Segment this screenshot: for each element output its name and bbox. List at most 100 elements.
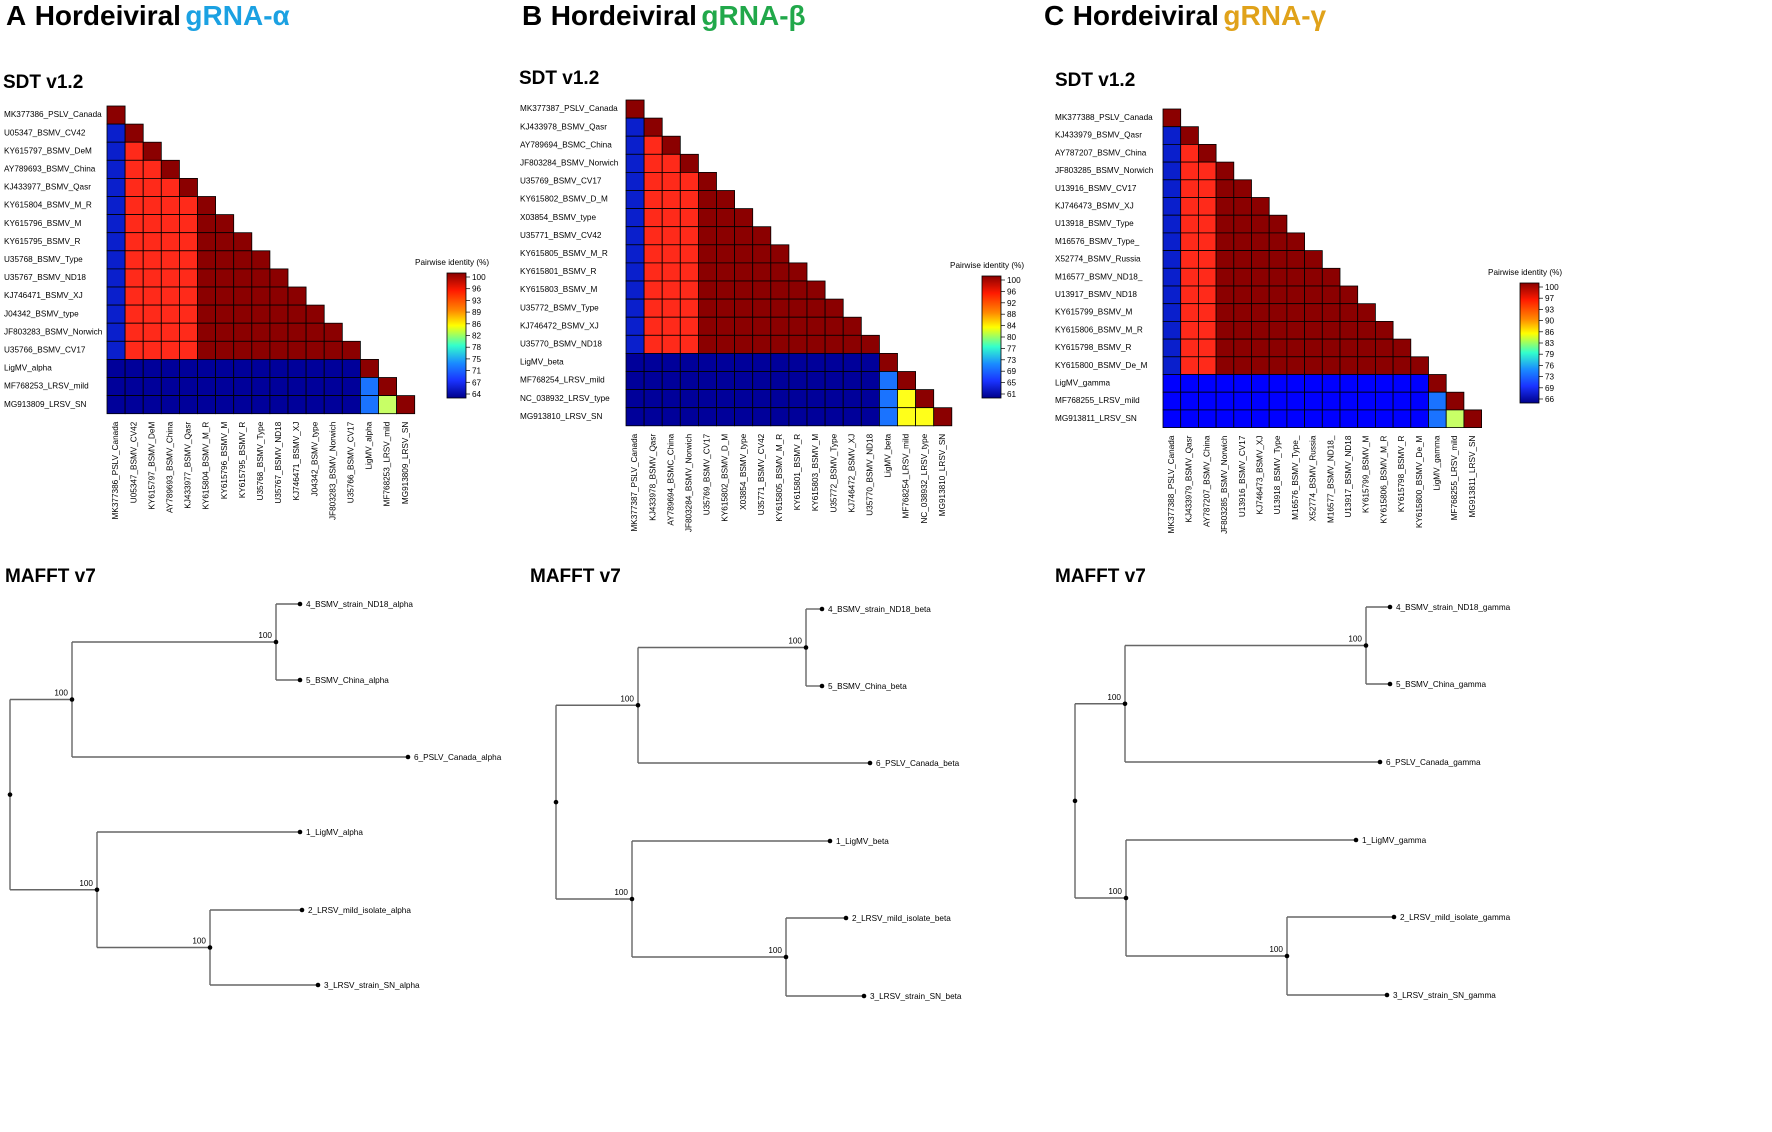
heatmap-cell <box>1304 356 1323 375</box>
heatmap-cell <box>734 407 754 427</box>
heatmap-cell <box>160 304 180 324</box>
heatmap-cell <box>1445 409 1465 428</box>
heatmap-cell <box>1180 143 1199 163</box>
heatmap-cell <box>215 286 235 306</box>
heatmap-cell <box>806 334 826 354</box>
heatmap-cell <box>1286 303 1305 322</box>
heatmap-cell <box>1233 285 1252 305</box>
heatmap-cell <box>142 177 162 197</box>
column-label: X03854_BSMV_type <box>739 433 748 509</box>
heatmap-cell <box>1233 197 1252 216</box>
heatmap-cell <box>160 377 180 397</box>
heatmap-cell <box>1162 356 1182 375</box>
tree-node <box>297 601 303 607</box>
row-label: KY615801_BSMV_R <box>520 267 597 276</box>
heatmap-cell <box>625 226 645 246</box>
tree-node <box>1284 953 1290 959</box>
heatmap-cell <box>734 208 754 228</box>
legend-tick-label: 77 <box>1007 344 1017 353</box>
matrix-section-label: SDT v1.2 <box>3 72 84 93</box>
legend-tick-label: 80 <box>1007 333 1017 342</box>
heatmap-cell <box>933 407 953 427</box>
heatmap-cell <box>1304 320 1323 340</box>
tree-node <box>1363 643 1369 648</box>
heatmap-cell <box>1374 391 1394 411</box>
heatmap-cell <box>359 395 379 415</box>
legend-tick-label: 100 <box>1007 276 1021 285</box>
column-label: KY615803_BSMV_M <box>811 434 820 512</box>
tree-node <box>819 606 825 612</box>
heatmap-cell <box>788 352 808 372</box>
tree-node <box>783 954 789 960</box>
column-label: KY615802_BSMV_D_M <box>721 434 730 522</box>
heatmap-cell <box>1304 303 1323 322</box>
heatmap-cell <box>178 395 198 415</box>
legend-tick-label: 66 <box>1545 395 1555 404</box>
tree-leaf-label: 3_LRSV_strain_SN_beta <box>870 992 962 1001</box>
heatmap-cell <box>124 196 144 216</box>
legend-tick-label: 97 <box>1545 294 1555 303</box>
heatmap-cell <box>860 352 880 372</box>
heatmap-cell <box>124 304 144 324</box>
heatmap-cell <box>842 352 862 372</box>
phylogenetic-tree-c: 100 100 100 100 4_BSMV_strain_ND18_gamma 5_BS… <box>1072 603 1511 1000</box>
heatmap-cell <box>1357 374 1376 393</box>
legend-tick-label: 75 <box>472 355 482 364</box>
heatmap-cell <box>697 298 717 318</box>
heatmap-cell <box>251 395 271 415</box>
heatmap-cell <box>1392 391 1412 411</box>
heatmap-cell <box>625 371 645 391</box>
heatmap-cell <box>643 153 663 173</box>
heatmap-cell <box>788 371 808 391</box>
column-label: U35771_BSMV_CV42 <box>757 433 766 515</box>
panel-c: C Hordeiviral gRNA-γ SDT v1.2 MK377388_P… <box>1044 0 1772 1132</box>
heatmap-cell <box>824 371 844 391</box>
heatmap-cell <box>160 159 180 179</box>
heatmap-cell <box>124 377 144 397</box>
bootstrap-label: 100 <box>258 631 272 640</box>
column-label: LigMV_alpha <box>365 421 374 469</box>
heatmap-cell <box>878 407 898 427</box>
row-label: KY615804_BSMV_M_R <box>4 201 92 210</box>
heatmap-cell <box>770 334 790 354</box>
heatmap-cell <box>1304 267 1323 287</box>
column-label: U13916_BSMV_CV17 <box>1238 435 1247 517</box>
row-label: MG913809_LRSV_SN <box>4 400 86 409</box>
heatmap-cell <box>806 298 826 318</box>
legend-tick-label: 86 <box>472 320 482 329</box>
heatmap-cell <box>806 280 826 300</box>
panel-title: Hordeiviral <box>550 0 697 31</box>
column-label: KY615800_BSMV_De_M <box>1415 435 1424 528</box>
row-label: KY615805_BSMV_M_R <box>520 249 608 258</box>
heatmap-cell <box>625 280 645 300</box>
legend-tick-label: 61 <box>1007 390 1017 399</box>
heatmap-cell <box>1180 197 1199 216</box>
heatmap-cell <box>842 316 862 336</box>
heatmap-cell <box>142 250 162 270</box>
heatmap-cell <box>860 389 880 409</box>
heatmap-cell <box>716 226 736 246</box>
heatmap-cell <box>160 286 180 306</box>
heatmap-cell <box>251 250 271 270</box>
matrix-section-label: SDT v1.2 <box>519 68 600 89</box>
matrix-section-label: SDT v1.2 <box>1055 70 1136 91</box>
row-label: JF803284_BSMV_Norwich <box>520 159 619 168</box>
heatmap-cell <box>697 244 717 264</box>
heatmap-cell <box>716 208 736 228</box>
row-label: MF768255_LRSV_mild <box>1055 396 1140 405</box>
heatmap-cell <box>1374 409 1394 428</box>
row-label: KY615797_BSMV_DeM <box>4 146 92 155</box>
panel-c-heading: C Hordeiviral gRNA-γ <box>1044 0 1326 32</box>
heatmap-cell <box>770 371 790 391</box>
bootstrap-label: 100 <box>1269 945 1283 954</box>
heatmap-cell <box>106 395 126 415</box>
heatmap-cell <box>1180 126 1199 145</box>
heatmap-cell <box>915 389 935 409</box>
tree-section-label: MAFFT v7 <box>1055 566 1146 587</box>
column-label: AY787207_BSMV_China <box>1202 435 1211 527</box>
row-label: MK377388_PSLV_Canada <box>1055 113 1153 122</box>
heatmap-cell <box>661 244 681 264</box>
heatmap-cell <box>716 280 736 300</box>
heatmap-cell <box>734 244 754 264</box>
heatmap-cell <box>1357 356 1376 375</box>
